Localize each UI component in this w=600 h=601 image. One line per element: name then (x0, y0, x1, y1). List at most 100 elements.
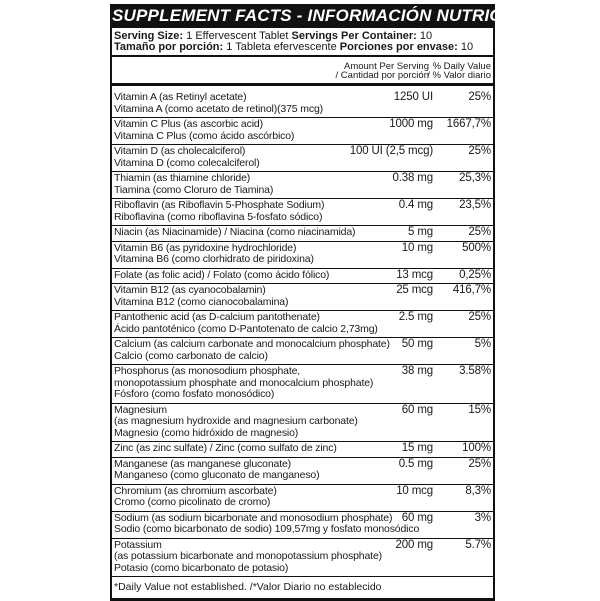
nutrient-daily-value: 25% (468, 91, 491, 103)
servings-per-container-label: Servings Per Container: (291, 30, 417, 42)
nutrient-name-line: Vitamin D (as cholecalciferol) (114, 145, 246, 157)
nutrient-rows: Vitamin A (as Retinyl acetate) Vitamina A… (112, 86, 493, 577)
nutrient-amount: 2.5 mg (398, 311, 433, 324)
supplement-facts-label: SUPPLEMENT FACTS - INFORMACIÓN NUTRICION… (110, 4, 556, 601)
nutrient-amount: 50 mg (401, 338, 433, 351)
dv-header-es: / % Valor diario (427, 70, 491, 81)
nutrient-name-line: Manganeso (como gluconato de manganeso) (114, 469, 320, 481)
nutrient-name-line: Vitamina C Plus (como ácido ascórbico) (114, 129, 295, 142)
amount-header-en: Amount Per Serving (343, 61, 429, 72)
nutrient-amount: 15 mg (401, 442, 433, 455)
nutrient-name-line: Phosphorus (as monosodium phosphate, (114, 365, 301, 377)
nutrient-row: Chromium (as chromium ascorbate) Cromo (c… (112, 485, 493, 512)
nutrient-row: Vitamin B6 (as pyridoxine hydrochloride)… (112, 242, 493, 269)
nutrient-name-line: Vitamin B6 (as pyridoxine hydrochloride) (114, 241, 297, 254)
nutrient-row: Magnesium (as magnesium hydroxide and mag… (112, 403, 493, 442)
nutrient-daily-value: 5.7% (465, 538, 491, 551)
nutrient-name-line: Vitamina A (como acetato de retinol)(375… (114, 102, 323, 115)
nutrient-name-line: Vitamina D (como colecalciferol) (114, 156, 260, 169)
nutrient-daily-value: 25% (468, 226, 491, 238)
nutrient-amount: 25 mcg (396, 284, 433, 297)
nutrient-daily-value: 1667,7% (446, 118, 492, 130)
nutrient-row: Vitamin A (as Retinyl acetate) Vitamina A… (112, 86, 493, 118)
nutrient-name-line: Sodium (as sodium bicarbonate and monoso… (114, 511, 393, 524)
nutrient-row: Thiamin (as thiamine chloride) Tiamina (c… (112, 172, 493, 199)
nutrient-name-line: Zinc (as zinc sulfate) / Zinc (como sulf… (114, 442, 337, 454)
serving-info: Serving Size: 1 Effervescent Tablet Serv… (112, 28, 493, 57)
nutrient-amount: 5 mg (408, 226, 433, 239)
column-headers: Amount Per Serving / Cantidad por porció… (112, 57, 493, 86)
nutrient-name-line: Magnesium (114, 403, 167, 416)
nutrient-daily-value: 100% (462, 442, 491, 454)
nutrient-name-line: Potasio (como bicarbonato de potasio) (114, 561, 289, 574)
nutrient-amount: 38 mg (401, 365, 433, 378)
nutrient-name-line: Riboflavina (como riboflavina 5-fosfato … (114, 210, 323, 223)
porciones-envase-value: 10 (460, 41, 474, 53)
nutrient-amount: 60 mg (401, 511, 433, 524)
amount-column-header: Amount Per Serving / Cantidad por porció… (335, 61, 429, 81)
nutrient-name-line: Vitamin C Plus (as ascorbic acid) (114, 118, 263, 130)
nutrient-name-line: monopotassium phosphate and monocalcium … (114, 376, 374, 389)
nutrient-name-line: Tiamina (como Cloruro de Tiamina) (114, 183, 274, 196)
nutrient-name-line: Pantothenic acid (as D-calcium pantothen… (114, 311, 320, 323)
nutrient-row: Calcium (as calcium carbonate and monoca… (112, 338, 493, 365)
nutrient-daily-value: 3% (474, 511, 491, 524)
nutrient-name-line: Chromium (as chromium ascorbate) (114, 484, 277, 497)
nutrient-amount: 60 mg (401, 403, 433, 416)
nutrient-name-line: Sodio (como bicarbonato de sodio) 109,57… (114, 523, 420, 535)
nutrient-daily-value: 8,3% (465, 484, 491, 497)
tamano-porcion-value: 1 Tableta efervescente (226, 41, 337, 53)
nutrient-daily-value: 0,25% (459, 268, 491, 281)
serving-size-value: 1 Effervescent Tablet (186, 30, 289, 42)
nutrient-amount: 10 mg (401, 241, 433, 254)
footnote: *Daily Value not established. /*Valor Di… (114, 581, 382, 593)
nutrient-row: Vitamin B12 (as cyanocobalamin) Vitamina … (112, 284, 493, 311)
nutrient-name-line: Calcium (as calcium carbonate and monoca… (114, 338, 390, 350)
nutrient-amount: 100 UI (2,5 mcg) (349, 145, 433, 158)
nutrient-name-line: Vitamina B6 (como clorhidrato de piridox… (114, 253, 314, 265)
nutrient-name-line: Calcio (como carbonato de calcio) (114, 349, 268, 362)
serving-line-en: Serving Size: 1 Effervescent Tablet Serv… (114, 31, 491, 42)
nutrient-name-line: Vitamin A (as Retinyl acetate) (114, 91, 247, 103)
nutrient-name-line: (as magnesium hydroxide and magnesium ca… (114, 415, 358, 427)
serving-size-label: Serving Size: (114, 30, 184, 42)
nutrient-daily-value: 25% (468, 457, 491, 470)
porciones-envase-label: Porciones por envase: (339, 41, 458, 53)
nutrient-name-line: (as potassium bicarbonate and monopotass… (114, 550, 382, 562)
nutrient-name-line: Folate (as folic acid) / Folato (como ác… (114, 268, 330, 281)
nutrient-row: Riboflavin (as Riboflavin 5-Phosphate So… (112, 199, 493, 226)
nutrient-daily-value: 25% (468, 145, 491, 157)
nutrient-daily-value: 23,5% (459, 199, 491, 211)
tamano-porcion-label: Tamaño por porción: (114, 41, 224, 53)
nutrient-amount: 0.5 mg (398, 457, 433, 470)
label-title: SUPPLEMENT FACTS - INFORMACIÓN NUTRICION… (112, 4, 556, 28)
nutrient-daily-value: 25,3% (459, 172, 491, 184)
dv-header-en: % Daily Value (432, 61, 491, 72)
nutrient-row: Potassium (as potassium bicarbonate and m… (112, 538, 493, 577)
nutrient-amount: 0.38 mg (392, 172, 433, 185)
nutrient-name-line: Magnesio (como hidróxido de magnesio) (114, 426, 299, 439)
nutrient-name-line: Niacin (as Niacinamide) / Niacina (como … (114, 226, 356, 238)
nutrient-daily-value: 25% (468, 311, 491, 323)
nutrient-daily-value: 15% (468, 403, 491, 416)
nutrient-name-line: Thiamin (as thiamine chloride) (114, 172, 251, 184)
nutrient-row: Phosphorus (as monosodium phosphate, mono… (112, 365, 493, 404)
nutrient-amount: 0.4 mg (398, 199, 433, 212)
nutrient-row: Vitamin D (as cholecalciferol) Vitamina D… (112, 145, 493, 172)
nutrient-name-line: Fósforo (como fosfato monosódico) (114, 388, 275, 400)
nutrient-name-line: Riboflavin (as Riboflavin 5-Phosphate So… (114, 199, 325, 211)
nutrient-row: Manganese (as manganese gluconate) Mangan… (112, 458, 493, 485)
nutrient-amount: 1250 UI (393, 91, 433, 104)
nutrient-row: Vitamin C Plus (as ascorbic acid) Vitamin… (112, 118, 493, 145)
nutrient-daily-value: 5% (474, 338, 491, 350)
nutrient-row: Folate (as folic acid) / Folato (como ác… (112, 268, 493, 284)
nutrient-daily-value: 3.58% (459, 365, 491, 377)
nutrient-name-line: Cromo (como picolinato de cromo) (114, 496, 271, 508)
dv-column-header: % Daily Value / % Valor diario (427, 61, 491, 81)
nutrient-amount: 1000 mg (389, 118, 433, 131)
amount-header-es: / Cantidad por porción (335, 70, 429, 81)
serving-line-es: Tamaño por porción: 1 Tableta efervescen… (114, 42, 491, 53)
nutrient-daily-value: 500% (462, 241, 491, 254)
nutrient-name-line: Vitamina B12 (como cianocobalamina) (114, 295, 289, 308)
nutrient-row: Niacin (as Niacinamide) / Niacina (como … (112, 226, 493, 242)
